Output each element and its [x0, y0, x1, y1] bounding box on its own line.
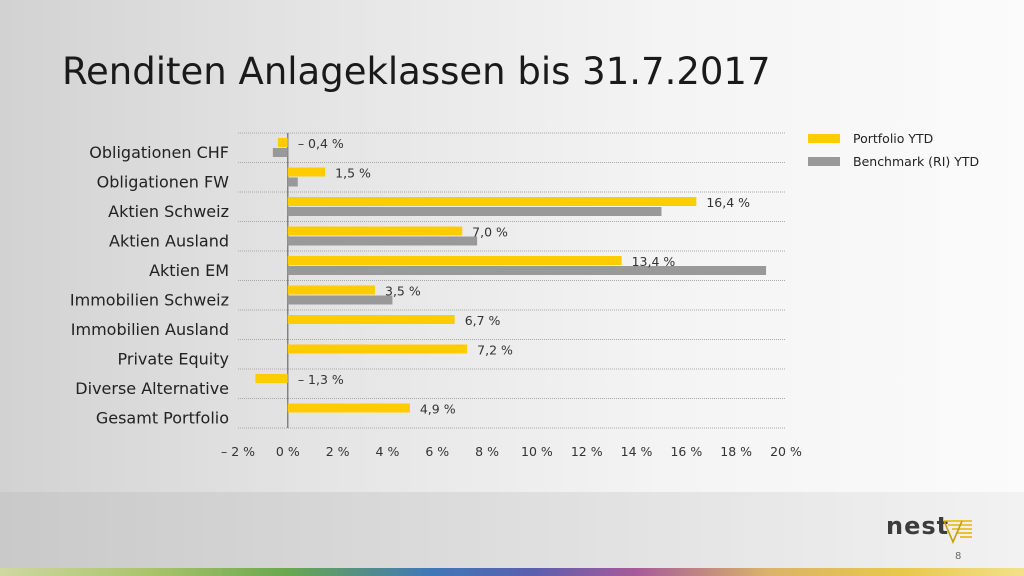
x-tick-label: 16 %: [670, 444, 702, 459]
data-label: 6,7 %: [465, 313, 501, 328]
bar-benchmark: [287, 236, 478, 246]
data-label: 7,2 %: [477, 343, 513, 358]
bar-portfolio: [287, 285, 375, 295]
bar-benchmark: [287, 266, 767, 275]
bar-benchmark: [287, 207, 662, 216]
data-label: 7,0 %: [472, 225, 508, 240]
data-label: – 1,3 %: [298, 372, 344, 387]
legend-item-benchmark: Benchmark (RI) YTD: [808, 150, 979, 173]
x-tick-label: – 2 %: [221, 444, 255, 459]
bar-portfolio: [287, 256, 622, 265]
category-label: Aktien Schweiz: [108, 202, 229, 221]
bar-portfolio: [287, 226, 463, 236]
category-label: Obligationen CHF: [89, 143, 229, 162]
bar-portfolio: [287, 315, 455, 324]
bar-portfolio: [255, 374, 288, 383]
data-label: 1,5 %: [335, 166, 371, 181]
legend-swatch-benchmark: [808, 157, 840, 166]
x-tick-label: 4 %: [376, 444, 400, 459]
chart-legend: Portfolio YTD Benchmark (RI) YTD: [808, 127, 979, 173]
x-tick-label: 2 %: [326, 444, 350, 459]
logo-wordmark: nest: [886, 512, 950, 540]
x-tick-label: 0 %: [276, 444, 300, 459]
color-strip: [0, 568, 1024, 576]
data-label: 16,4 %: [706, 195, 750, 210]
legend-item-portfolio: Portfolio YTD: [808, 127, 979, 150]
nest-logo: nest: [886, 512, 972, 544]
legend-label-benchmark: Benchmark (RI) YTD: [853, 154, 980, 169]
x-tick-label: 10 %: [521, 444, 553, 459]
data-label: 3,5 %: [385, 284, 421, 299]
bar-portfolio: [277, 138, 288, 147]
slide-title: Renditen Anlageklassen bis 31.7.2017: [62, 50, 771, 93]
category-label: Aktien Ausland: [109, 232, 229, 251]
bar-benchmark: [287, 295, 393, 305]
x-tick-label: 18 %: [720, 444, 752, 459]
data-label: – 0,4 %: [298, 136, 344, 151]
bar-portfolio: [287, 167, 326, 177]
logo-chevron-icon: [943, 520, 972, 544]
legend-swatch-portfolio: [808, 134, 840, 143]
bar-portfolio: [287, 403, 410, 413]
x-tick-label: 14 %: [621, 444, 653, 459]
data-label: 4,9 %: [420, 402, 456, 417]
category-label: Immobilien Schweiz: [70, 291, 229, 310]
category-label: Immobilien Ausland: [71, 320, 229, 339]
x-tick-label: 6 %: [425, 444, 449, 459]
page-number: 8: [955, 551, 962, 562]
bar-chart: Obligationen CHF – 0,4 % Obligationen FW 1,…: [70, 132, 802, 459]
x-tick-label: 12 %: [571, 444, 603, 459]
category-label: Diverse Alternative: [75, 379, 229, 398]
category-label: Aktien EM: [149, 261, 229, 280]
bar-benchmark: [272, 148, 288, 157]
bar-benchmark: [287, 177, 298, 187]
data-label: 13,4 %: [632, 254, 676, 269]
bar-portfolio: [287, 197, 697, 206]
category-label: Obligationen FW: [97, 173, 230, 192]
category-label: Private Equity: [118, 350, 229, 369]
footer-band: [0, 492, 1024, 568]
bar-portfolio: [287, 344, 468, 354]
category-label: Gesamt Portfolio: [96, 409, 229, 428]
legend-label-portfolio: Portfolio YTD: [853, 131, 934, 146]
x-tick-label: 8 %: [475, 444, 499, 459]
x-tick-label: 20 %: [770, 444, 802, 459]
